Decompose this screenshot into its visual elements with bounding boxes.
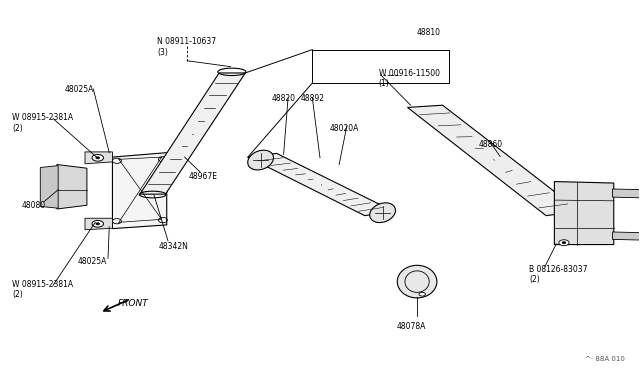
Polygon shape	[554, 182, 614, 244]
Polygon shape	[408, 105, 580, 216]
Text: 48342N: 48342N	[159, 241, 189, 250]
Ellipse shape	[370, 203, 396, 222]
Text: 48025A: 48025A	[65, 85, 94, 94]
Text: 48078A: 48078A	[397, 321, 426, 331]
Text: FRONT: FRONT	[118, 299, 148, 308]
Text: ^· 88A 010: ^· 88A 010	[586, 356, 625, 362]
Text: W 00916-11500
(1): W 00916-11500 (1)	[379, 69, 440, 88]
Text: 48080: 48080	[21, 201, 45, 210]
Text: N 08911-10637
(3): N 08911-10637 (3)	[157, 37, 216, 57]
Text: 48810: 48810	[417, 28, 441, 37]
Text: 48967E: 48967E	[189, 172, 218, 181]
Polygon shape	[612, 189, 640, 198]
Text: 48892: 48892	[301, 94, 325, 103]
Ellipse shape	[248, 150, 273, 170]
Circle shape	[419, 292, 426, 296]
Circle shape	[559, 240, 569, 246]
Polygon shape	[612, 232, 640, 240]
Text: 48860: 48860	[478, 140, 502, 149]
Polygon shape	[57, 164, 87, 209]
Polygon shape	[248, 153, 394, 216]
Text: 48020A: 48020A	[330, 124, 359, 133]
Text: 48820: 48820	[272, 94, 296, 103]
Circle shape	[92, 221, 104, 227]
Polygon shape	[40, 166, 58, 208]
Polygon shape	[85, 152, 113, 164]
Text: W 08915-2381A
(2): W 08915-2381A (2)	[12, 280, 74, 299]
Ellipse shape	[397, 265, 437, 298]
Polygon shape	[113, 153, 167, 229]
Polygon shape	[85, 218, 113, 230]
Circle shape	[96, 157, 100, 159]
Text: 48025A: 48025A	[77, 257, 107, 266]
Text: W 08915-2381A
(2): W 08915-2381A (2)	[12, 113, 74, 133]
Circle shape	[562, 241, 566, 244]
Text: B 08126-83037
(2): B 08126-83037 (2)	[529, 264, 588, 284]
Circle shape	[92, 154, 104, 161]
Circle shape	[96, 223, 100, 225]
Polygon shape	[140, 73, 245, 194]
